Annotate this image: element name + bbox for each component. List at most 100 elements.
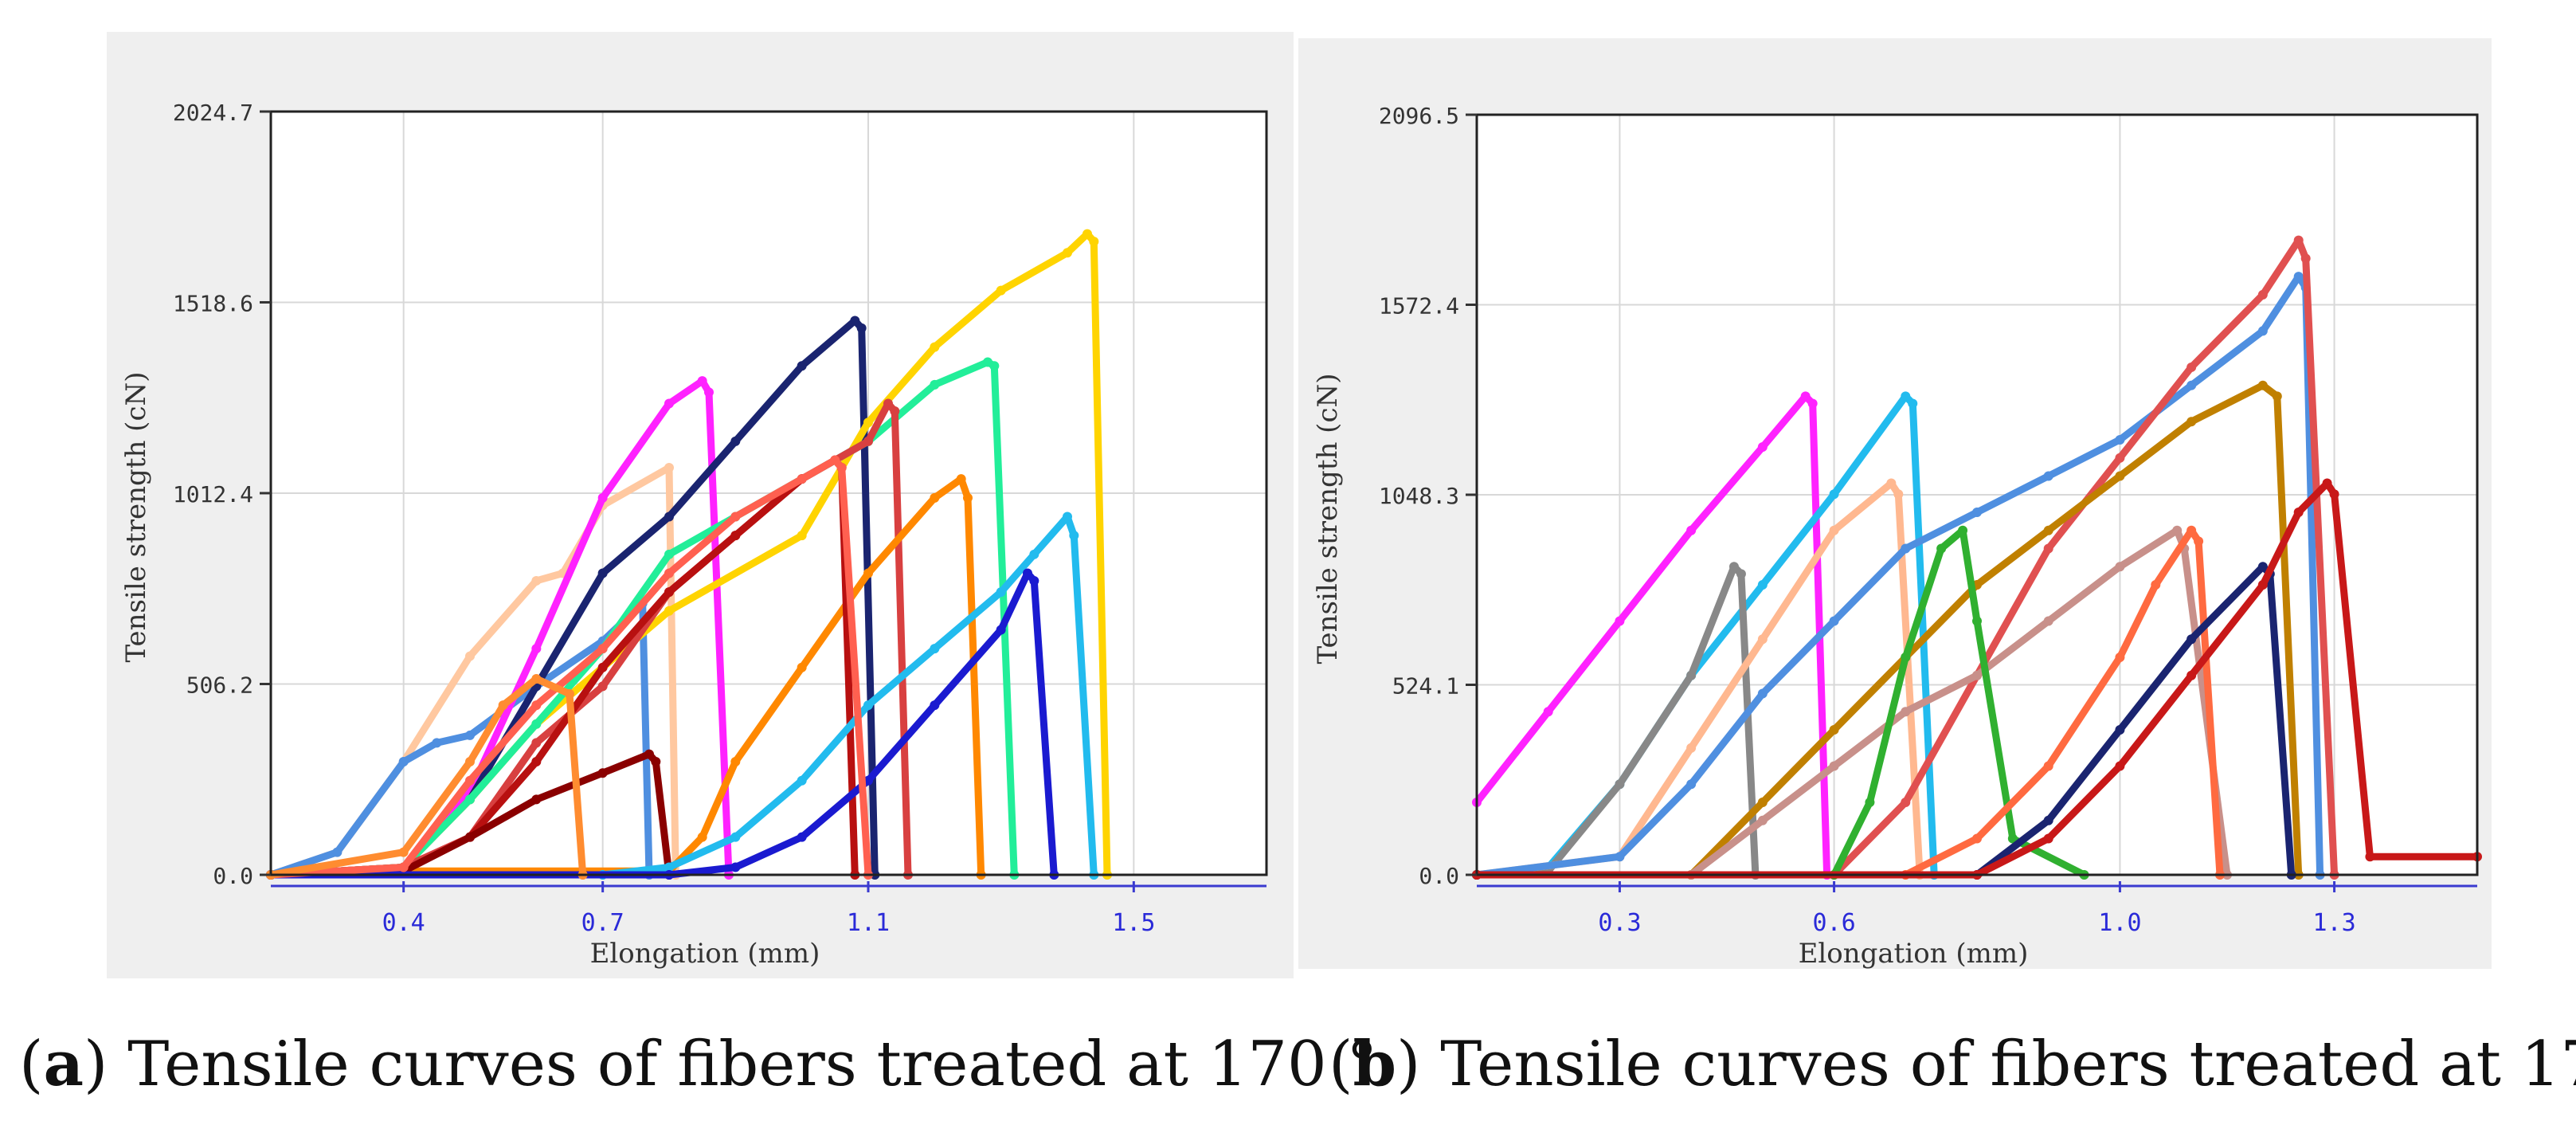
chart-b-series-7-point-6 (2043, 616, 2053, 626)
chart-a-series-4-point-6 (863, 417, 873, 428)
caption-b-text: Tensile curves of fibers treated at 170 … (1420, 1029, 2576, 1100)
chart-a-series-6-point-3 (531, 738, 542, 748)
chart-b-series-3-point-3 (1757, 634, 1768, 645)
chart-b-series-10-point-4 (2186, 634, 2197, 645)
chart-b-ytick-label-0: 0.0 (1419, 863, 1459, 889)
chart-b-series-4 (1473, 272, 2324, 879)
chart-a-series-12-point-6 (730, 512, 741, 522)
chart-a-series-7-point-7 (930, 492, 940, 503)
chart-b-ytick-label-1: 524.1 (1392, 673, 1459, 700)
chart-b-series-3-point-6 (1893, 489, 1904, 500)
chart-a-series-7-point-3 (697, 832, 707, 842)
chart-b-series-9-point-4 (2115, 652, 2125, 662)
chart-a-ytick-label-4: 2024.7 (173, 100, 253, 126)
chart-a-series-6-point-10 (890, 406, 900, 417)
chart-b-series-1-point-4 (1757, 579, 1768, 590)
chart-b-series-0-point-4 (1757, 442, 1768, 453)
chart-a-series-9-point-4 (597, 768, 608, 778)
chart-a-series-8-point-6 (730, 531, 741, 541)
chart-a-series-10-point-9 (1063, 512, 1072, 522)
chart-a-series-11-point-7 (1023, 568, 1032, 578)
chart-b-series-9-point-6 (2186, 525, 2197, 535)
chart-b-series-11-point-4 (2186, 670, 2197, 680)
chart-b-series-4-point-2 (1686, 779, 1697, 790)
chart-a-series-3-point-9 (856, 323, 867, 333)
chart-a-series-0-point-7 (664, 462, 674, 472)
chart-b-series-2-point-2 (1615, 779, 1625, 790)
chart-a-series-11-point-5 (930, 700, 940, 711)
chart-b-series-5-point-6 (2186, 362, 2197, 372)
chart-a-xtick-label-3: 1.5 (1112, 909, 1155, 937)
chart-b-series-5-point-7 (2257, 289, 2268, 300)
chart-b-series-6-point-9 (2257, 380, 2268, 390)
chart-a-series-6-point-9 (883, 398, 893, 409)
chart-b-series-8-point-6 (1972, 616, 1982, 626)
chart-a-series-2-point-4 (597, 492, 608, 503)
chart-b-series-6-point-6 (2043, 525, 2053, 535)
chart-b-ytick-label-3: 1572.4 (1379, 292, 1459, 319)
chart-a-xtick-label-0: 0.4 (382, 909, 425, 937)
chart-b-series-0-point-5 (1800, 391, 1811, 402)
chart-b-series-4-point-4 (1829, 616, 1839, 626)
chart-a-series-10-point-4 (797, 775, 807, 786)
chart-a-series-6-point-8 (863, 436, 873, 446)
chart-b-series-5-point-5 (2115, 453, 2125, 463)
chart-b-xtick-label-0: 0.3 (1598, 909, 1641, 937)
chart-a-series-2-point-3 (531, 644, 542, 654)
chart-a-series-12-point-5 (664, 568, 674, 578)
chart-a-series-12-point-3 (531, 700, 542, 711)
chart-a-svg: 0.4 0.7 1.1 1.5 0.0 506.2 1012.4 1518.6 2024.7 El… (120, 100, 1268, 970)
chart-b-series-8-point-7 (2007, 833, 2018, 844)
chart-a-series-12-point-2 (465, 775, 475, 786)
chart-b-series-0-point-6 (1807, 398, 1818, 409)
chart-b-series-4-point-10 (2257, 326, 2268, 336)
chart-a-series-5-point-9 (930, 379, 940, 390)
chart-b-series-3-point-5 (1886, 478, 1897, 488)
chart-a-series-9-point-5 (644, 749, 654, 759)
chart-b-series-11-point-8 (2329, 489, 2339, 500)
chart-b-series-0-point-2 (1615, 616, 1625, 626)
chart-a-series-5-point-2 (465, 794, 475, 805)
chart-b-series-6-point-8 (2186, 417, 2197, 427)
chart-b-series-11-point-7 (2322, 478, 2332, 488)
chart-b-series-7-point-5 (1972, 670, 1982, 680)
chart-b-series-10-point-5 (2257, 562, 2268, 572)
chart-b-series-7-point-8 (2172, 525, 2183, 535)
chart-b-series-9-point-5 (2151, 579, 2161, 590)
chart-b-series-8-point-4 (1936, 543, 1947, 554)
chart-b-xtick-label-2: 1.0 (2098, 909, 2141, 937)
chart-a-series-4-point-10 (1082, 229, 1092, 239)
chart-a-x-axis-label: Elongation (mm) (590, 938, 820, 970)
chart-a-series-10-point-6 (930, 644, 940, 654)
chart-a-series-9-point-3 (531, 794, 542, 805)
chart-panel-b: 0.3 0.6 1.0 1.3 0.0 524.1 1048.3 1572.4 2096.5 El… (1298, 38, 2492, 969)
chart-a-series-10-point-2 (664, 862, 674, 872)
chart-b-series-6-point-2 (1757, 797, 1768, 807)
chart-a-xtick-label-1: 0.7 (581, 909, 624, 937)
chart-a-series-6-point-4 (597, 681, 608, 692)
chart-a-series-3-point-6 (730, 436, 741, 446)
chart-b-xtick-label-1: 0.6 (1812, 909, 1855, 937)
chart-a-series-1-point-3 (432, 738, 442, 748)
chart-b-series-0-point-1 (1543, 707, 1553, 717)
chart-a-ytick-label-2: 1012.4 (173, 481, 253, 508)
caption-a-label: a (43, 1028, 84, 1100)
chart-a-series-11 (267, 570, 1058, 879)
chart-b-series-10-point-3 (2115, 724, 2125, 735)
chart-a-series-9-point-6 (651, 757, 661, 767)
chart-a-series-11-point-4 (863, 775, 873, 786)
caption-b-label: b (1353, 1028, 1396, 1100)
chart-b-series-5-point-2 (1901, 797, 1911, 807)
chart-b-series-2-point-4 (1728, 562, 1739, 572)
chart-a-series-11-point-8 (1029, 575, 1039, 586)
chart-a-series-12-point-1 (398, 862, 409, 872)
chart-a-series-13-point-2 (465, 757, 475, 767)
chart-b-series-8-point-5 (1958, 525, 1968, 535)
chart-b-series-10-point-2 (2043, 815, 2053, 825)
chart-b-series-11-point-3 (2115, 761, 2125, 771)
chart-b-series-9-point-2 (1972, 833, 1982, 844)
chart-a-series-4-point-7 (930, 342, 940, 352)
chart-b-series-4-point-5 (1901, 543, 1911, 554)
chart-b-series-4-point-3 (1757, 688, 1768, 699)
chart-b-x-axis-label: Elongation (mm) (1799, 938, 2029, 969)
